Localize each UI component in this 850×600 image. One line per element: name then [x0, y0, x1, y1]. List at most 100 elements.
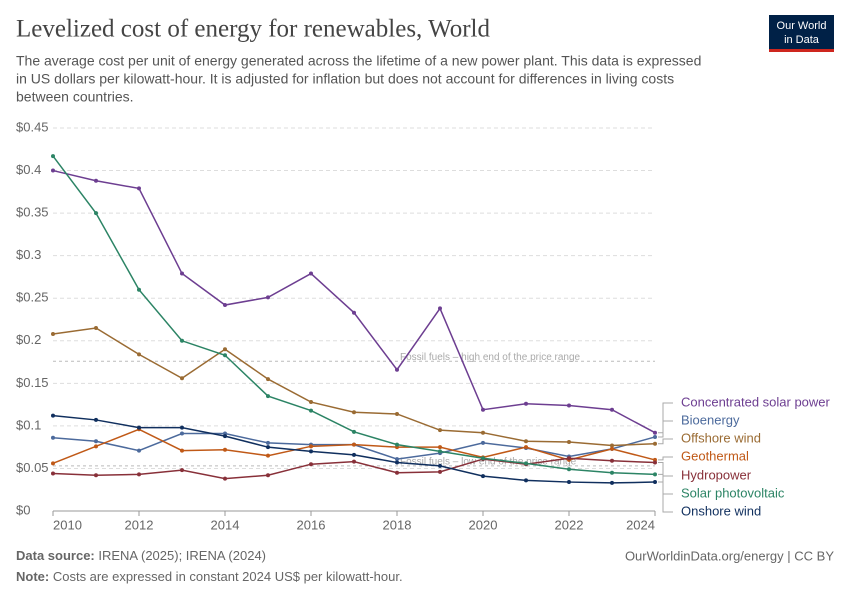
- legend-label: Solar photovoltaic: [681, 485, 785, 500]
- data-point: [309, 449, 313, 454]
- data-point: [223, 347, 227, 352]
- x-tick-label: 2024: [626, 517, 655, 532]
- data-point: [223, 303, 227, 308]
- logo[interactable]: Our World in Data: [769, 15, 834, 52]
- data-point: [653, 480, 657, 485]
- legend-connector: [658, 402, 673, 434]
- data-point: [524, 439, 528, 444]
- data-point: [567, 480, 571, 485]
- data-point: [94, 211, 98, 216]
- reference-label: Fossil fuels – high end of the price ran…: [400, 352, 581, 363]
- data-point: [481, 440, 485, 445]
- data-point: [395, 367, 399, 372]
- data-point: [51, 471, 55, 476]
- reference-label: Fossil fuels – low end of the price rang…: [400, 457, 577, 468]
- data-point: [567, 467, 571, 472]
- data-point: [223, 434, 227, 439]
- data-point: [180, 271, 184, 276]
- data-point: [567, 456, 571, 461]
- note-label: Note:: [16, 569, 49, 584]
- data-point: [137, 448, 141, 453]
- legend-connector: [658, 481, 673, 513]
- data-point: [481, 430, 485, 435]
- data-point: [137, 472, 141, 477]
- legend-label: Concentrated solar power: [681, 394, 831, 409]
- legend-label: Geothermal: [681, 448, 749, 463]
- data-point: [352, 429, 356, 434]
- data-point: [137, 186, 141, 191]
- data-point: [395, 457, 399, 462]
- x-tick-label: 2012: [125, 517, 154, 532]
- data-point: [266, 445, 270, 450]
- data-point: [94, 439, 98, 444]
- logo-box: [769, 15, 834, 51]
- source-text: IRENA (2025); IRENA (2024): [98, 548, 266, 563]
- data-point: [524, 401, 528, 406]
- data-point: [309, 408, 313, 413]
- data-point: [266, 453, 270, 458]
- data-point: [51, 168, 55, 173]
- data-point: [395, 442, 399, 447]
- data-point: [524, 461, 528, 466]
- data-point: [567, 440, 571, 445]
- legend-connector: [658, 420, 673, 438]
- x-tick-label: 2014: [211, 517, 240, 532]
- data-point: [223, 447, 227, 452]
- data-point: [610, 480, 614, 485]
- data-point: [51, 435, 55, 440]
- data-point: [266, 377, 270, 382]
- data-point: [94, 473, 98, 478]
- legend-label: Offshore wind: [681, 430, 761, 445]
- data-point: [266, 440, 270, 445]
- y-tick-label: $0: [16, 502, 30, 517]
- data-point: [223, 353, 227, 358]
- data-point: [610, 458, 614, 463]
- data-point: [481, 456, 485, 461]
- url[interactable]: OurWorldinData.org/energy | CC BY: [625, 548, 834, 563]
- data-point: [438, 449, 442, 454]
- data-point: [94, 417, 98, 422]
- data-point: [438, 463, 442, 468]
- data-point: [309, 462, 313, 467]
- data-point: [481, 474, 485, 479]
- y-tick-label: $0.45: [16, 119, 49, 134]
- data-point: [653, 472, 657, 477]
- data-point: [352, 442, 356, 447]
- y-tick-label: $0.35: [16, 205, 49, 220]
- data-point: [266, 295, 270, 300]
- data-point: [610, 470, 614, 475]
- x-tick-label: 2022: [555, 517, 584, 532]
- subtitle: between countries.: [16, 89, 134, 105]
- data-point: [137, 352, 141, 357]
- subtitle: The average cost per unit of energy gene…: [16, 53, 701, 69]
- data-point: [180, 425, 184, 430]
- data-point: [180, 431, 184, 436]
- data-point: [94, 444, 98, 449]
- data-point: [309, 444, 313, 449]
- subtitle: in US dollars per kilowatt-hour. It is a…: [16, 71, 674, 87]
- data-point: [395, 411, 399, 416]
- data-point: [137, 425, 141, 430]
- logo-text: in Data: [784, 34, 820, 46]
- chart-title: Levelized cost of energy for renewables,…: [16, 16, 490, 43]
- data-point: [51, 413, 55, 418]
- data-point: [180, 376, 184, 381]
- data-point: [137, 287, 141, 292]
- data-point: [352, 410, 356, 415]
- x-tick-label: 2010: [53, 517, 82, 532]
- legend-label: Bioenergy: [681, 412, 740, 427]
- x-tick-label: 2020: [469, 517, 498, 532]
- legend-label: Onshore wind: [681, 503, 761, 518]
- data-point: [524, 445, 528, 450]
- data-point: [567, 403, 571, 408]
- legend-connector: [658, 461, 673, 477]
- y-tick-label: $0.25: [16, 290, 49, 305]
- data-point: [352, 459, 356, 464]
- y-tick-label: $0.15: [16, 375, 49, 390]
- data-point: [481, 407, 485, 412]
- data-point: [438, 428, 442, 433]
- y-tick-label: $0.05: [16, 460, 49, 475]
- data-point: [309, 400, 313, 405]
- note: Note: Costs are expressed in constant 20…: [16, 569, 403, 584]
- y-tick-label: $0.2: [16, 332, 41, 347]
